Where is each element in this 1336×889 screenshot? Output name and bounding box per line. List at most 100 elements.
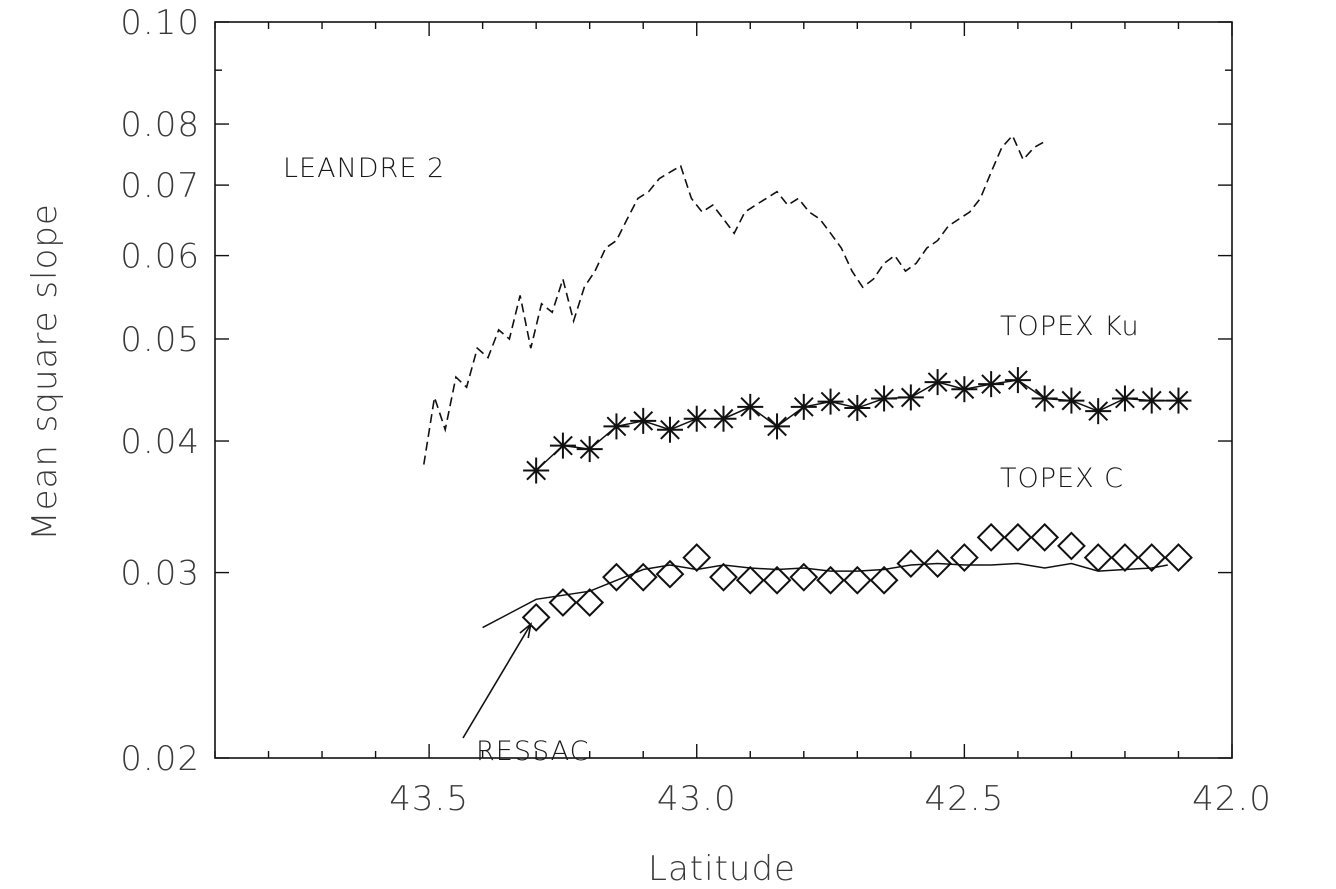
y-tick-label: 0.07: [120, 166, 200, 206]
asterisk-marker: [737, 393, 764, 420]
x-axis-title: Latitude: [648, 849, 796, 889]
x-tick-label: 42.5: [925, 779, 1005, 819]
asterisk-marker: [817, 388, 844, 415]
asterisk-marker: [1111, 385, 1138, 412]
y-axis-title: Mean square slope: [25, 203, 65, 541]
asterisk-marker: [576, 436, 603, 463]
asterisk-marker: [897, 384, 924, 411]
series-line-topex-ku: [535, 379, 1179, 472]
series-label-topex-ku: TOPEX Ku: [1000, 311, 1140, 342]
asterisk-marker: [924, 369, 951, 396]
asterisk-stroke: [900, 387, 921, 408]
diamond-marker: [816, 565, 845, 595]
x-tick-label: 43.5: [389, 779, 469, 819]
asterisk-stroke: [740, 396, 761, 417]
y-tick-label: 0.03: [120, 554, 200, 594]
y-tick-label: 0.05: [120, 320, 200, 360]
asterisk-marker: [1004, 367, 1031, 394]
asterisk-stroke: [606, 416, 627, 437]
asterisk-marker: [656, 416, 683, 443]
diamond-marker: [1110, 543, 1140, 572]
asterisk-stroke: [1141, 390, 1162, 411]
asterisk-stroke: [1061, 390, 1082, 411]
asterisk-stroke: [686, 408, 707, 429]
asterisk-stroke: [553, 435, 573, 456]
asterisk-marker: [603, 413, 630, 440]
ressac-arrowhead: [519, 622, 532, 639]
diamond-marker: [949, 543, 979, 572]
series-label-ressac: RESSAC: [476, 736, 589, 767]
series-line-leandre-2: [423, 134, 1046, 465]
plot-frame: [214, 21, 1233, 759]
asterisk-stroke: [660, 419, 680, 440]
asterisk-marker: [951, 376, 978, 403]
diamond-marker: [923, 549, 953, 578]
asterisk-marker: [630, 407, 657, 434]
asterisk-marker: [871, 385, 898, 412]
asterisk-stroke: [767, 416, 787, 437]
asterisk-marker: [1165, 387, 1192, 414]
asterisk-marker: [549, 432, 576, 459]
asterisk-stroke: [981, 374, 1002, 395]
asterisk-marker: [844, 394, 871, 421]
diamond-marker: [655, 559, 685, 589]
asterisk-stroke: [954, 379, 975, 400]
asterisk-stroke: [1168, 390, 1189, 411]
series-label-leandre: LEANDRE 2: [283, 153, 445, 184]
diamond-marker: [842, 565, 872, 595]
diamond-marker: [789, 562, 819, 592]
asterisk-stroke: [1034, 388, 1055, 409]
diamond-marker: [869, 565, 899, 595]
series-label-topex-c: TOPEX C: [1000, 463, 1124, 494]
x-tick-label: 43.0: [657, 779, 737, 819]
asterisk-stroke: [1007, 370, 1028, 391]
asterisk-stroke: [1088, 401, 1109, 422]
diamond-marker: [762, 565, 792, 595]
asterisk-marker: [710, 405, 737, 432]
asterisk-marker: [683, 405, 710, 432]
asterisk-stroke: [1115, 388, 1135, 409]
y-tick-label: 0.02: [120, 739, 200, 779]
asterisk-marker: [1085, 398, 1112, 425]
y-tick-label: 0.08: [120, 105, 200, 145]
diamond-marker: [735, 565, 765, 595]
asterisk-marker: [1058, 387, 1085, 414]
diamond-marker: [976, 522, 1006, 552]
asterisk-stroke: [874, 388, 894, 409]
asterisk-stroke: [847, 398, 868, 418]
x-axis: 43.5 43.0 42.5 42.0: [214, 22, 1272, 819]
series-line-ressac: [482, 562, 1168, 629]
y-tick-label: 0.04: [120, 422, 200, 462]
diamond-marker: [1030, 522, 1060, 552]
diamond-marker: [1083, 543, 1113, 572]
asterisk-stroke: [579, 439, 600, 459]
asterisk-marker: [978, 371, 1005, 398]
y-tick-label: 0.10: [120, 3, 200, 43]
asterisk-stroke: [526, 460, 547, 481]
diamond-marker: [521, 602, 551, 632]
series-layer: [423, 134, 1193, 632]
diamond-marker: [575, 588, 605, 617]
y-axis: 0.02 0.03 0.04 0.05 0.06 0.07 0.08 0.10: [120, 3, 1232, 779]
asterisk-marker: [764, 413, 791, 440]
diamond-marker: [1003, 522, 1033, 552]
diamond-marker: [709, 562, 738, 592]
asterisk-marker: [1138, 387, 1165, 414]
asterisk-stroke: [820, 391, 841, 412]
asterisk-marker: [790, 393, 817, 420]
diamond-marker: [548, 588, 578, 617]
y-tick-label: 0.06: [120, 237, 200, 277]
asterisk-stroke: [633, 410, 654, 431]
ressac-arrow: [462, 623, 532, 739]
diamond-marker: [1137, 543, 1167, 572]
diamond-marker: [1057, 531, 1086, 561]
x-tick-label: 42.0: [1192, 779, 1272, 819]
asterisk-marker: [523, 457, 550, 484]
diamond-marker: [602, 562, 631, 592]
asterisk-stroke: [927, 372, 948, 393]
diamond-marker: [1164, 543, 1193, 572]
diamond-marker: [896, 549, 926, 578]
asterisk-stroke: [793, 396, 814, 417]
asterisk-stroke: [713, 408, 734, 429]
